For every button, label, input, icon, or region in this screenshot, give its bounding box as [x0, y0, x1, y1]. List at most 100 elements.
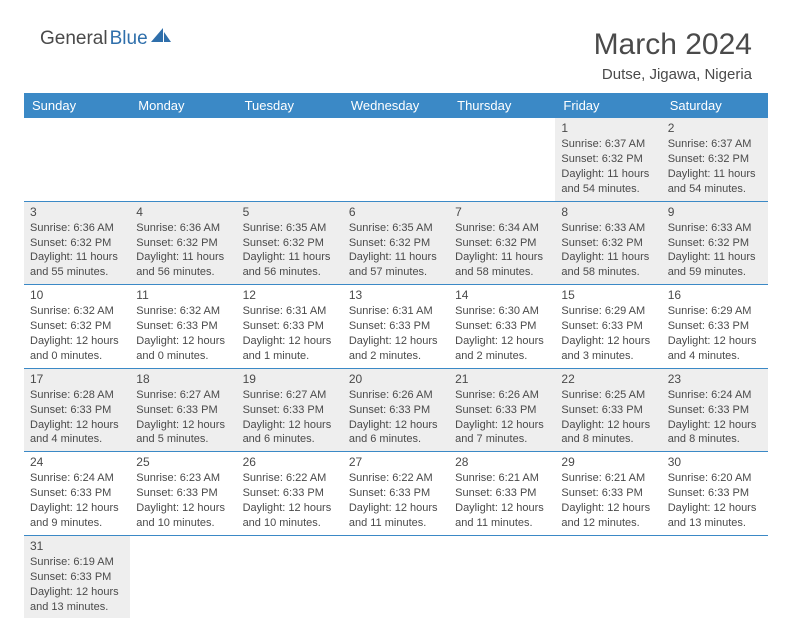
sunrise-text: Sunrise: 6:21 AM: [455, 471, 549, 486]
daylight-text: Daylight: 12 hours and 7 minutes.: [455, 418, 549, 448]
day-number: 23: [668, 371, 762, 387]
day-number: 4: [136, 204, 230, 220]
daylight-text: Daylight: 11 hours and 56 minutes.: [243, 250, 337, 280]
daylight-text: Daylight: 11 hours and 59 minutes.: [668, 250, 762, 280]
daylight-text: Daylight: 12 hours and 3 minutes.: [561, 334, 655, 364]
calendar-week-row: 31Sunrise: 6:19 AMSunset: 6:33 PMDayligh…: [24, 535, 768, 618]
sunset-text: Sunset: 6:33 PM: [349, 403, 443, 418]
page-header: GeneralBlue March 2024 Dutse, Jigawa, Ni…: [0, 0, 792, 87]
calendar-day-cell: 15Sunrise: 6:29 AMSunset: 6:33 PMDayligh…: [555, 285, 661, 369]
sunrise-text: Sunrise: 6:28 AM: [30, 388, 124, 403]
sunset-text: Sunset: 6:33 PM: [668, 403, 762, 418]
calendar-day-cell: [24, 118, 130, 201]
day-header-row: SundayMondayTuesdayWednesdayThursdayFrid…: [24, 93, 768, 118]
calendar-day-cell: 4Sunrise: 6:36 AMSunset: 6:32 PMDaylight…: [130, 201, 236, 285]
daylight-text: Daylight: 12 hours and 11 minutes.: [349, 501, 443, 531]
sunset-text: Sunset: 6:32 PM: [349, 236, 443, 251]
sunrise-text: Sunrise: 6:20 AM: [668, 471, 762, 486]
day-number: 12: [243, 287, 337, 303]
daylight-text: Daylight: 11 hours and 58 minutes.: [561, 250, 655, 280]
calendar-day-cell: 9Sunrise: 6:33 AMSunset: 6:32 PMDaylight…: [662, 201, 768, 285]
sunrise-text: Sunrise: 6:36 AM: [136, 221, 230, 236]
calendar-day-cell: 17Sunrise: 6:28 AMSunset: 6:33 PMDayligh…: [24, 368, 130, 452]
calendar-day-cell: 11Sunrise: 6:32 AMSunset: 6:33 PMDayligh…: [130, 285, 236, 369]
sunrise-text: Sunrise: 6:24 AM: [668, 388, 762, 403]
sunrise-text: Sunrise: 6:32 AM: [136, 304, 230, 319]
sunrise-text: Sunrise: 6:35 AM: [243, 221, 337, 236]
sunset-text: Sunset: 6:33 PM: [561, 403, 655, 418]
sunset-text: Sunset: 6:33 PM: [561, 319, 655, 334]
sunset-text: Sunset: 6:32 PM: [455, 236, 549, 251]
sunset-text: Sunset: 6:32 PM: [136, 236, 230, 251]
sunrise-text: Sunrise: 6:32 AM: [30, 304, 124, 319]
day-number: 29: [561, 454, 655, 470]
sunset-text: Sunset: 6:33 PM: [455, 319, 549, 334]
day-number: 1: [561, 120, 655, 136]
day-number: 8: [561, 204, 655, 220]
sunset-text: Sunset: 6:33 PM: [136, 319, 230, 334]
calendar-day-cell: 6Sunrise: 6:35 AMSunset: 6:32 PMDaylight…: [343, 201, 449, 285]
day-number: 14: [455, 287, 549, 303]
sunrise-text: Sunrise: 6:37 AM: [561, 137, 655, 152]
sunset-text: Sunset: 6:32 PM: [561, 236, 655, 251]
day-number: 10: [30, 287, 124, 303]
day-number: 5: [243, 204, 337, 220]
calendar-week-row: 1Sunrise: 6:37 AMSunset: 6:32 PMDaylight…: [24, 118, 768, 201]
sunset-text: Sunset: 6:33 PM: [30, 570, 124, 585]
sunrise-text: Sunrise: 6:23 AM: [136, 471, 230, 486]
location-text: Dutse, Jigawa, Nigeria: [594, 66, 752, 83]
day-number: 21: [455, 371, 549, 387]
sunset-text: Sunset: 6:33 PM: [561, 486, 655, 501]
day-number: 13: [349, 287, 443, 303]
day-number: 22: [561, 371, 655, 387]
sunrise-text: Sunrise: 6:29 AM: [561, 304, 655, 319]
calendar-day-cell: 7Sunrise: 6:34 AMSunset: 6:32 PMDaylight…: [449, 201, 555, 285]
day-number: 7: [455, 204, 549, 220]
brand-logo: GeneralBlue: [40, 28, 171, 50]
day-number: 30: [668, 454, 762, 470]
daylight-text: Daylight: 12 hours and 10 minutes.: [243, 501, 337, 531]
calendar-table: SundayMondayTuesdayWednesdayThursdayFrid…: [24, 93, 768, 618]
sunset-text: Sunset: 6:32 PM: [668, 236, 762, 251]
day-header: Tuesday: [237, 93, 343, 118]
daylight-text: Daylight: 12 hours and 13 minutes.: [30, 585, 124, 615]
calendar-day-cell: 5Sunrise: 6:35 AMSunset: 6:32 PMDaylight…: [237, 201, 343, 285]
sunset-text: Sunset: 6:33 PM: [668, 486, 762, 501]
sunrise-text: Sunrise: 6:27 AM: [243, 388, 337, 403]
calendar-day-cell: 3Sunrise: 6:36 AMSunset: 6:32 PMDaylight…: [24, 201, 130, 285]
calendar-day-cell: 13Sunrise: 6:31 AMSunset: 6:33 PMDayligh…: [343, 285, 449, 369]
calendar-day-cell: [449, 535, 555, 618]
calendar-day-cell: 30Sunrise: 6:20 AMSunset: 6:33 PMDayligh…: [662, 452, 768, 536]
sunset-text: Sunset: 6:33 PM: [349, 486, 443, 501]
daylight-text: Daylight: 12 hours and 5 minutes.: [136, 418, 230, 448]
calendar-day-cell: 26Sunrise: 6:22 AMSunset: 6:33 PMDayligh…: [237, 452, 343, 536]
day-number: 28: [455, 454, 549, 470]
daylight-text: Daylight: 12 hours and 13 minutes.: [668, 501, 762, 531]
calendar-day-cell: 16Sunrise: 6:29 AMSunset: 6:33 PMDayligh…: [662, 285, 768, 369]
day-header: Thursday: [449, 93, 555, 118]
calendar-day-cell: 2Sunrise: 6:37 AMSunset: 6:32 PMDaylight…: [662, 118, 768, 201]
sunrise-text: Sunrise: 6:26 AM: [349, 388, 443, 403]
sunset-text: Sunset: 6:33 PM: [455, 486, 549, 501]
calendar-day-cell: 18Sunrise: 6:27 AMSunset: 6:33 PMDayligh…: [130, 368, 236, 452]
daylight-text: Daylight: 12 hours and 10 minutes.: [136, 501, 230, 531]
calendar-day-cell: 14Sunrise: 6:30 AMSunset: 6:33 PMDayligh…: [449, 285, 555, 369]
calendar-week-row: 10Sunrise: 6:32 AMSunset: 6:32 PMDayligh…: [24, 285, 768, 369]
calendar-day-cell: 29Sunrise: 6:21 AMSunset: 6:33 PMDayligh…: [555, 452, 661, 536]
calendar-day-cell: [130, 118, 236, 201]
sunrise-text: Sunrise: 6:21 AM: [561, 471, 655, 486]
calendar-day-cell: [343, 535, 449, 618]
sunrise-text: Sunrise: 6:31 AM: [243, 304, 337, 319]
sunrise-text: Sunrise: 6:19 AM: [30, 555, 124, 570]
daylight-text: Daylight: 11 hours and 55 minutes.: [30, 250, 124, 280]
brand-text-blue: Blue: [110, 28, 148, 50]
calendar-day-cell: [555, 535, 661, 618]
sunrise-text: Sunrise: 6:35 AM: [349, 221, 443, 236]
daylight-text: Daylight: 12 hours and 6 minutes.: [243, 418, 337, 448]
calendar-day-cell: 8Sunrise: 6:33 AMSunset: 6:32 PMDaylight…: [555, 201, 661, 285]
sunset-text: Sunset: 6:33 PM: [243, 319, 337, 334]
daylight-text: Daylight: 12 hours and 6 minutes.: [349, 418, 443, 448]
daylight-text: Daylight: 12 hours and 11 minutes.: [455, 501, 549, 531]
sunrise-text: Sunrise: 6:27 AM: [136, 388, 230, 403]
calendar-day-cell: 21Sunrise: 6:26 AMSunset: 6:33 PMDayligh…: [449, 368, 555, 452]
